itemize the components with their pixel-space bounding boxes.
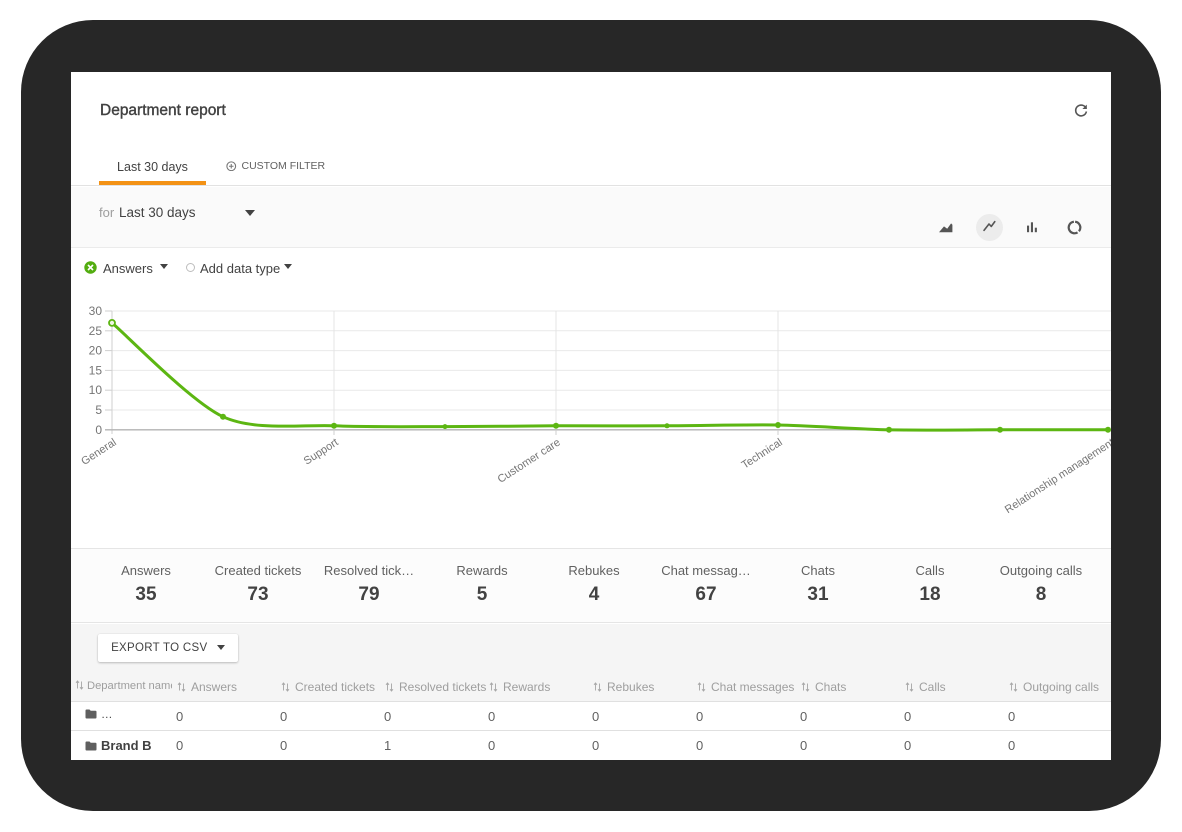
svg-text:10: 10 bbox=[89, 383, 103, 397]
svg-text:Relationship management: Relationship management bbox=[1003, 436, 1111, 516]
svg-text:15: 15 bbox=[89, 363, 103, 377]
svg-text:25: 25 bbox=[89, 324, 103, 338]
svg-text:30: 30 bbox=[89, 304, 103, 318]
svg-text:0: 0 bbox=[95, 423, 102, 437]
svg-text:Technical: Technical bbox=[740, 436, 785, 471]
svg-text:General: General bbox=[79, 436, 118, 467]
svg-text:Support: Support bbox=[302, 436, 341, 467]
svg-text:Customer care: Customer care bbox=[496, 436, 563, 485]
svg-text:20: 20 bbox=[89, 344, 103, 358]
svg-text:5: 5 bbox=[95, 403, 102, 417]
